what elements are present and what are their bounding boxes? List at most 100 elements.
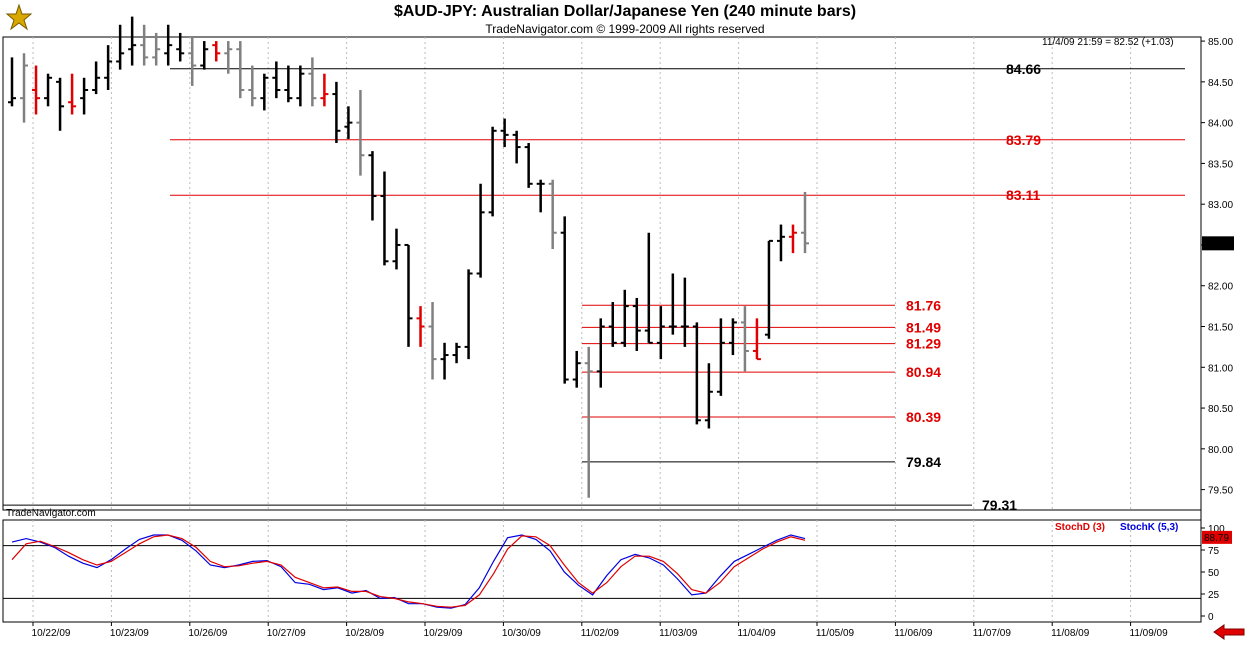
ohlc-bar — [104, 45, 113, 91]
ohlc-bar — [644, 232, 653, 344]
ohlc-bar — [716, 318, 725, 396]
ohlc-bar — [404, 243, 413, 347]
current-price-label: 82.52 — [1205, 239, 1230, 250]
date-label: 10/29/09 — [424, 628, 463, 639]
ohlc-bar — [488, 126, 497, 217]
ohlc-bar — [272, 61, 281, 99]
price-tick-label: 85.00 — [1208, 37, 1233, 48]
stochastic-panel[interactable]: 10/22/09 10/23/09 10/26/09 10/27/09 10/28/09… — [2, 519, 1232, 639]
ohlc-bar — [764, 239, 773, 339]
date-label: 11/05/09 — [816, 628, 855, 639]
ohlc-bar — [692, 322, 701, 425]
ohlc-bar — [740, 306, 749, 372]
scroll-right-arrow-icon[interactable] — [1212, 624, 1246, 640]
date-label: 11/04/09 — [738, 628, 777, 639]
ohlc-bar — [680, 277, 689, 347]
tradenavigator-logo-icon — [4, 2, 34, 32]
ohlc-bar — [560, 216, 569, 384]
stoch-value-box — [1202, 530, 1232, 544]
level-label-79.31: 79.31 — [982, 497, 1017, 513]
stoch-series-line — [11, 534, 806, 609]
price-tick-label: 81.50 — [1208, 323, 1233, 334]
current-price-box — [1202, 236, 1234, 251]
ohlc-bar — [236, 41, 245, 99]
price-tick-label: 82.00 — [1208, 282, 1233, 293]
ohlc-bar — [596, 318, 605, 388]
ohlc-bar — [128, 16, 137, 66]
level-label-83.11: 83.11 — [1006, 187, 1040, 203]
stoch-tick-label: 25 — [1208, 590, 1220, 601]
date-label: 10/26/09 — [188, 628, 227, 639]
ohlc-bar — [308, 57, 317, 107]
ohlc-bar — [632, 297, 641, 351]
ohlc-bar — [260, 73, 269, 111]
date-label: 11/07/09 — [973, 628, 1012, 639]
ohlc-bar — [801, 191, 809, 254]
level-label-81.29: 81.29 — [906, 336, 941, 352]
date-label: 10/22/09 — [32, 628, 71, 639]
date-label: 10/28/09 — [345, 628, 384, 639]
ohlc-bar — [368, 151, 377, 221]
level-label-80.39: 80.39 — [906, 409, 941, 425]
legend-stochk: StochK (5,3) — [1120, 522, 1178, 533]
stoch-tick-label: 50 — [1208, 568, 1220, 579]
ohlc-bar — [296, 65, 305, 107]
ohlc-bar — [332, 81, 341, 144]
stochastic-panel-frame — [2, 519, 1202, 623]
ohlc-bar — [44, 73, 53, 107]
ohlc-bar — [572, 350, 581, 388]
ohlc-bar — [248, 65, 257, 107]
watermark-text: TradeNavigator.com — [6, 508, 96, 519]
date-label: 11/02/09 — [581, 628, 620, 639]
legend-stochd: StochD (3) — [1055, 522, 1105, 533]
level-label-81.76: 81.76 — [906, 297, 941, 313]
ohlc-bar — [164, 24, 173, 66]
ohlc-bar — [536, 179, 545, 213]
ohlc-bar — [608, 302, 617, 347]
stoch-series-line — [11, 534, 806, 608]
ohlc-bar — [68, 73, 77, 115]
ohlc-bar — [728, 318, 737, 356]
ohlc-bar — [188, 37, 197, 86]
date-label: 11/09/09 — [1130, 628, 1169, 639]
ohlc-bar — [140, 24, 149, 66]
ohlc-bar — [284, 65, 293, 103]
stoch-tick-label: 0 — [1208, 612, 1214, 623]
ohlc-bar — [512, 130, 521, 164]
ohlc-bar — [776, 224, 785, 262]
ohlc-bar — [524, 143, 533, 188]
ohlc-bar — [8, 57, 16, 107]
level-label-80.94: 80.94 — [906, 364, 941, 380]
date-label: 10/23/09 — [110, 628, 149, 639]
ohlc-bar — [80, 77, 89, 115]
ohlc-bar — [152, 32, 161, 66]
ohlc-bar — [380, 171, 389, 266]
ohlc-bar — [116, 24, 125, 70]
ohlc-bar — [428, 302, 437, 380]
price-tick-label: 84.00 — [1208, 119, 1233, 130]
stoch-tick-label: 100 — [1208, 524, 1225, 535]
ohlc-bar — [224, 41, 233, 74]
ohlc-bar — [416, 306, 425, 347]
ohlc-bar — [32, 65, 41, 115]
price-tick-label: 83.00 — [1208, 200, 1233, 211]
stoch-value-label: 88.79 — [1204, 533, 1229, 544]
chart-copyright: TradeNavigator.com © 1999-2009 All right… — [485, 22, 765, 36]
ohlc-bar — [752, 318, 761, 361]
price-panel[interactable]: 85.0084.5084.0083.5083.0082.5082.0081.50… — [2, 16, 1234, 622]
level-label-79.84: 79.84 — [906, 454, 941, 470]
ohlc-bar — [476, 183, 485, 278]
ohlc-bar — [440, 342, 449, 380]
ohlc-bar — [668, 273, 677, 335]
ohlc-bar — [584, 346, 593, 498]
price-tick-label: 84.50 — [1208, 78, 1233, 89]
ohlc-bar — [344, 106, 353, 139]
ohlc-bar — [656, 306, 665, 360]
level-label-81.49: 81.49 — [906, 319, 941, 335]
price-tick-label: 80.00 — [1208, 445, 1233, 456]
ohlc-bar — [392, 228, 401, 270]
ohlc-bar — [620, 289, 629, 347]
price-tick-label: 83.50 — [1208, 159, 1233, 170]
ohlc-bar — [212, 41, 221, 62]
